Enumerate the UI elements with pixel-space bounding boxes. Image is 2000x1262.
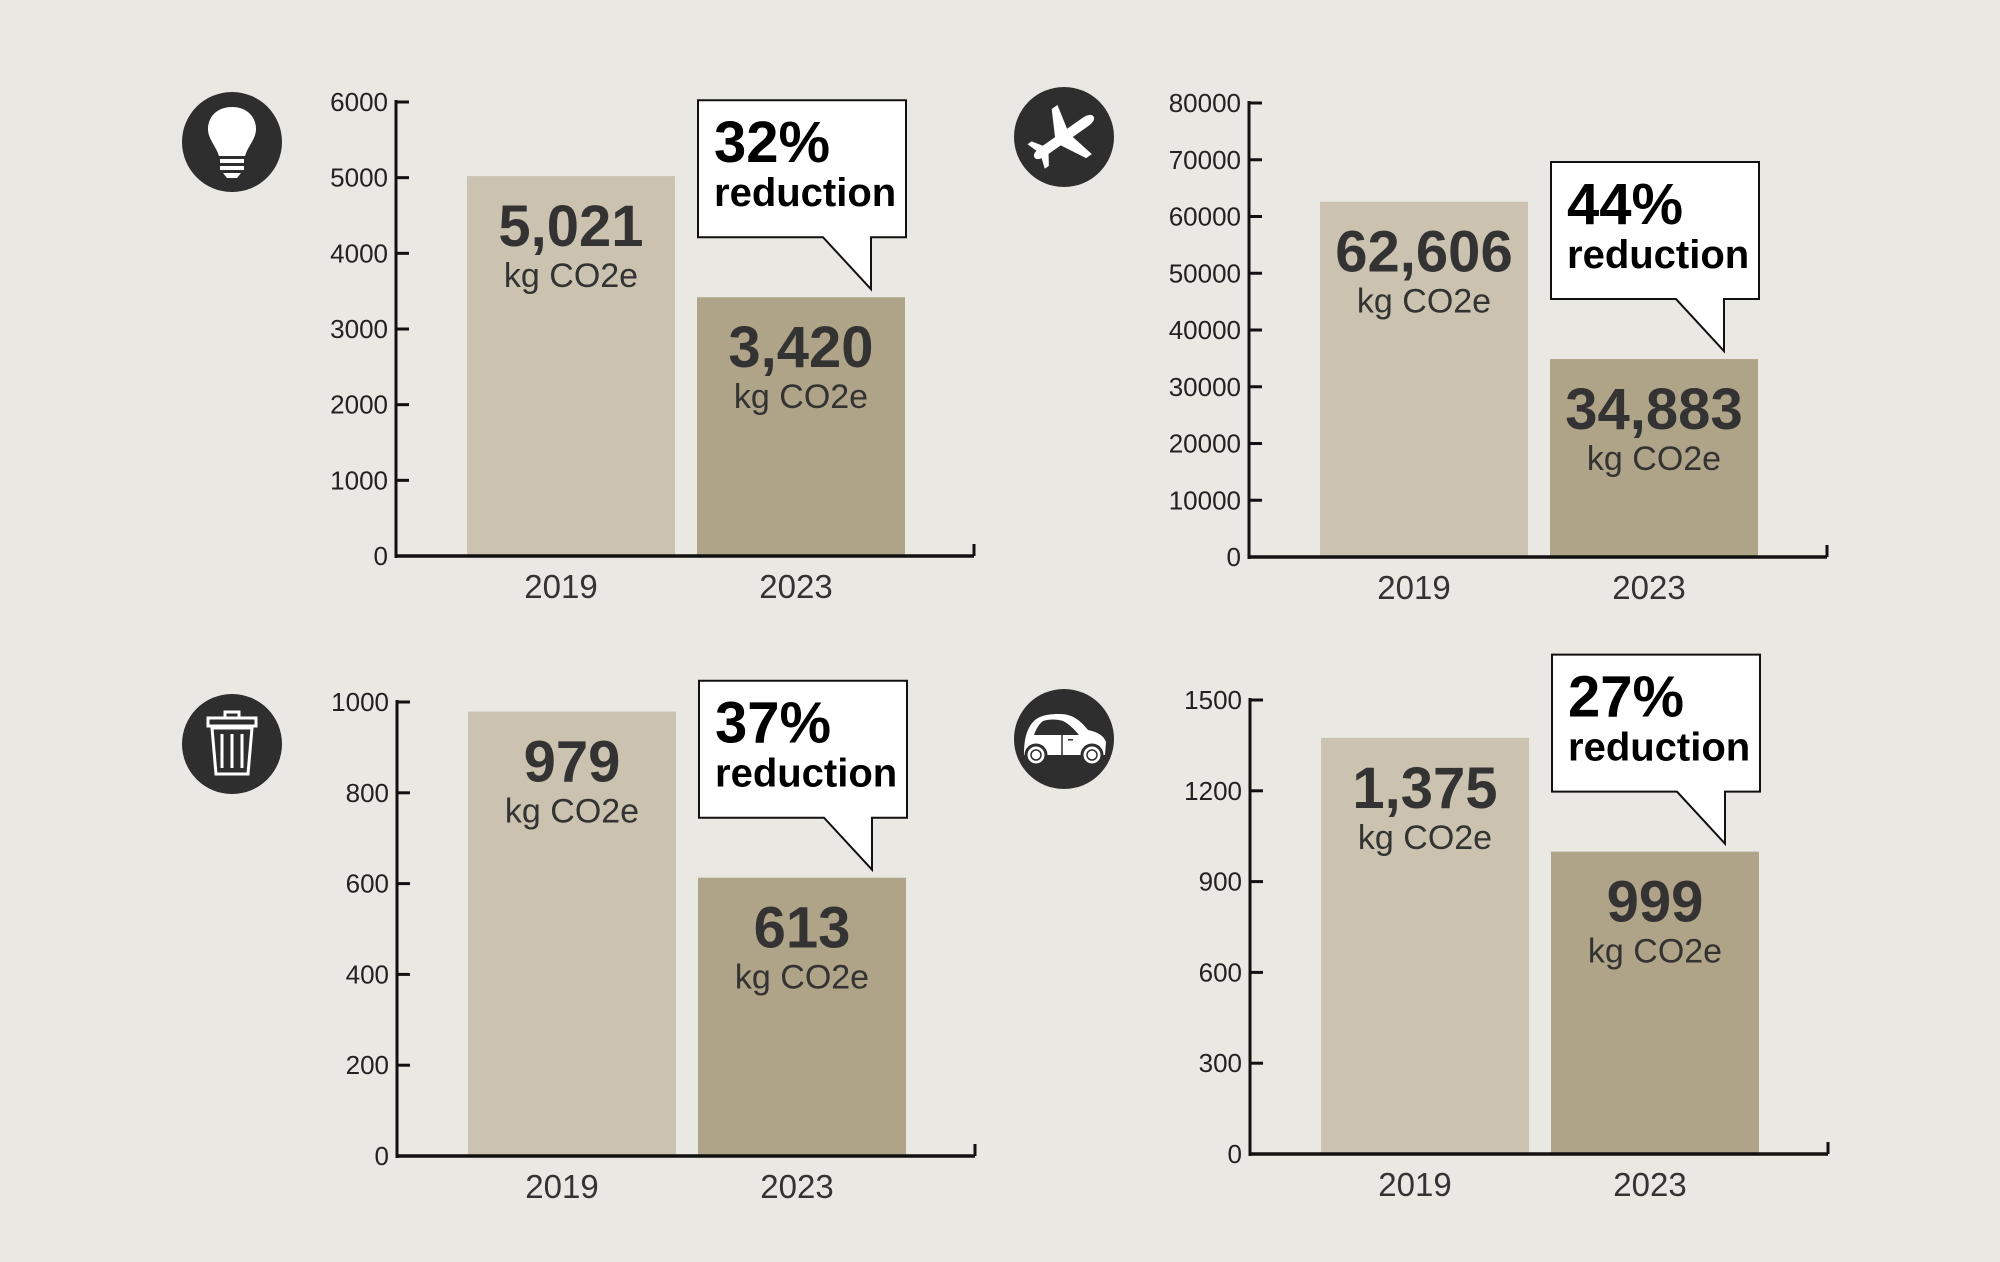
y-tick-label: 600 [346, 869, 389, 899]
value-label: 34,883 [1565, 377, 1742, 442]
unit-label: kg CO2e [1588, 933, 1722, 971]
reduction-label: reduction [1567, 233, 1749, 277]
y-tick-label: 900 [1199, 867, 1242, 897]
bar-2019 [1320, 201, 1528, 558]
bar-2019 [468, 711, 676, 1156]
y-tick-label: 0 [374, 541, 388, 571]
airplane-icon [1014, 87, 1114, 187]
reduction-label: reduction [715, 752, 897, 796]
reduction-callout [1551, 653, 1761, 847]
bar-2019 [1321, 737, 1529, 1154]
x-tick-label: 2023 [760, 1168, 833, 1205]
value-label: 613 [754, 896, 851, 961]
unit-label: kg CO2e [1358, 819, 1492, 857]
y-tick-label: 5000 [330, 163, 388, 193]
reduction-label: reduction [714, 171, 896, 215]
bar-2023 [1550, 359, 1758, 557]
x-tick-label: 2019 [524, 568, 597, 605]
trash-can-icon [182, 694, 282, 794]
y-tick-label: 200 [346, 1050, 389, 1080]
y-tick-label: 1000 [331, 687, 389, 717]
y-tick-label: 20000 [1169, 429, 1241, 459]
x-tick-label: 2019 [525, 1168, 598, 1205]
y-tick-label: 400 [346, 959, 389, 989]
unit-label: kg CO2e [1357, 283, 1491, 321]
lightbulb-icon [182, 92, 282, 192]
reduction-label: reduction [1568, 726, 1750, 770]
x-tick-label: 2019 [1377, 569, 1450, 606]
y-tick-label: 0 [1228, 1139, 1242, 1169]
y-tick-label: 50000 [1169, 258, 1241, 288]
y-tick-label: 800 [346, 778, 389, 808]
value-label: 62,606 [1335, 220, 1512, 285]
y-tick-label: 80000 [1169, 88, 1241, 118]
y-tick-label: 60000 [1169, 202, 1241, 232]
unit-label: kg CO2e [734, 378, 868, 416]
reduction-callout [1550, 161, 1760, 354]
value-label: 979 [524, 730, 621, 795]
x-tick-label: 2023 [759, 568, 832, 605]
reduction-percent: 37% [715, 691, 831, 756]
value-label: 3,420 [728, 315, 873, 380]
y-tick-label: 6000 [330, 87, 388, 117]
value-label: 1,375 [1352, 756, 1497, 821]
x-tick-label: 2019 [1378, 1166, 1451, 1203]
car-icon [1014, 689, 1114, 789]
value-label: 5,021 [498, 194, 643, 259]
y-tick-label: 0 [375, 1141, 389, 1171]
bar-2023 [697, 297, 905, 556]
y-tick-label: 1500 [1184, 685, 1242, 715]
y-tick-label: 30000 [1169, 372, 1241, 402]
y-tick-label: 300 [1199, 1048, 1242, 1078]
unit-label: kg CO2e [504, 257, 638, 295]
y-tick-label: 2000 [330, 390, 388, 420]
y-tick-label: 4000 [330, 238, 388, 268]
y-tick-label: 3000 [330, 314, 388, 344]
bar-2023 [698, 877, 906, 1156]
reduction-percent: 44% [1567, 172, 1683, 237]
y-tick-label: 10000 [1169, 485, 1241, 515]
value-label: 999 [1607, 870, 1704, 935]
y-tick-label: 40000 [1169, 315, 1241, 345]
bar-2019 [467, 176, 675, 556]
reduction-percent: 27% [1568, 665, 1684, 730]
y-tick-label: 1000 [330, 465, 388, 495]
unit-label: kg CO2e [505, 793, 639, 831]
unit-label: kg CO2e [1587, 440, 1721, 478]
y-tick-label: 600 [1199, 957, 1242, 987]
y-tick-label: 70000 [1169, 145, 1241, 175]
x-tick-label: 2023 [1612, 569, 1685, 606]
y-tick-label: 1200 [1184, 776, 1242, 806]
reduction-callout [698, 679, 908, 873]
y-tick-label: 0 [1227, 542, 1241, 572]
reduction-callout [697, 99, 907, 292]
unit-label: kg CO2e [735, 959, 869, 997]
bar-2023 [1551, 851, 1759, 1154]
reduction-percent: 32% [714, 110, 830, 175]
x-tick-label: 2023 [1613, 1166, 1686, 1203]
